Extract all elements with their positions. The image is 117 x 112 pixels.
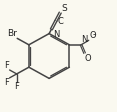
Text: O: O xyxy=(89,31,96,40)
Text: N: N xyxy=(81,35,88,44)
Text: C: C xyxy=(57,17,63,26)
Text: N: N xyxy=(53,30,59,39)
Text: F: F xyxy=(14,82,19,91)
Text: O: O xyxy=(85,54,92,63)
Text: F: F xyxy=(4,61,9,70)
Text: -: - xyxy=(92,30,95,39)
Text: S: S xyxy=(62,4,67,13)
Text: F: F xyxy=(4,78,9,87)
Text: Br: Br xyxy=(7,29,17,38)
